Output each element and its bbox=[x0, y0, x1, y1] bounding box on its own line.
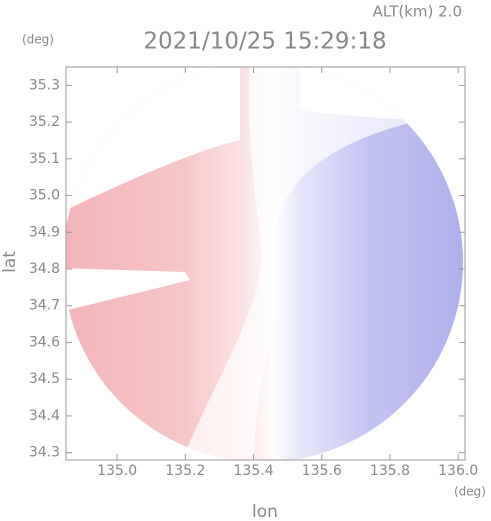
y-tick-label: 34.7 bbox=[29, 298, 60, 314]
chart-title: 2021/10/25 15:29:18 bbox=[143, 29, 386, 55]
y-tick-label: 35.0 bbox=[29, 188, 60, 204]
y-axis-label: lat bbox=[0, 251, 20, 273]
y-unit: (deg) bbox=[22, 33, 54, 47]
y-tick-label: 34.8 bbox=[29, 261, 60, 277]
y-tick-label: 34.9 bbox=[29, 224, 60, 240]
y-tick-label: 34.5 bbox=[29, 371, 60, 387]
y-tick-label: 35.3 bbox=[29, 77, 60, 93]
radar-field bbox=[66, 67, 463, 460]
x-unit: (deg) bbox=[454, 485, 486, 499]
x-tick-label: 135.6 bbox=[302, 463, 342, 479]
subtitle: ALT(km) 2.0 bbox=[373, 3, 462, 21]
x-tick-label: 135.0 bbox=[97, 463, 137, 479]
x-tick-label: 135.8 bbox=[370, 463, 410, 479]
x-tick-label: 136.0 bbox=[438, 463, 478, 479]
y-tick-label: 35.2 bbox=[29, 114, 60, 130]
y-tick-label: 34.4 bbox=[29, 408, 60, 424]
y-tick-label: 34.3 bbox=[29, 445, 60, 461]
y-tick-label: 35.1 bbox=[29, 151, 60, 167]
x-tick-label: 135.2 bbox=[165, 463, 205, 479]
y-tick-label: 34.6 bbox=[29, 334, 60, 350]
plot-frame bbox=[65, 66, 466, 461]
x-axis-label: lon bbox=[252, 502, 278, 521]
x-tick-label: 135.4 bbox=[234, 463, 274, 479]
